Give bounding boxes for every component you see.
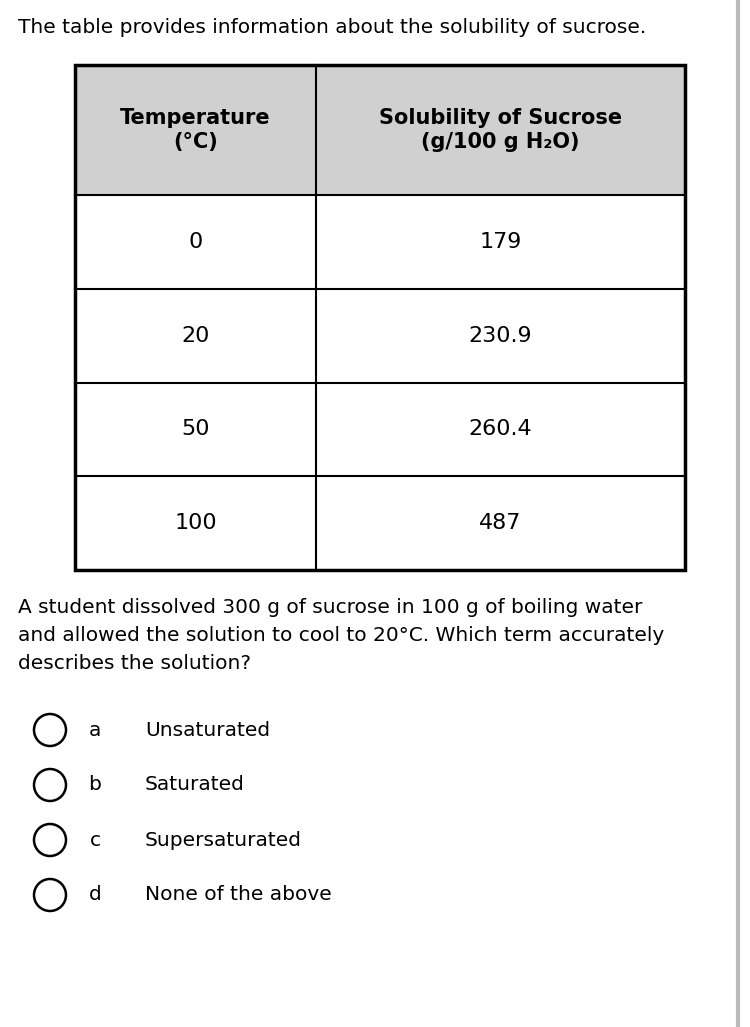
Text: c: c [89,831,101,849]
Text: 260.4: 260.4 [469,419,532,440]
Text: 179: 179 [479,232,522,252]
Text: 0: 0 [188,232,202,252]
Text: Unsaturated: Unsaturated [145,721,270,739]
Text: Saturated: Saturated [145,775,244,795]
Text: Temperature
(°C): Temperature (°C) [120,109,271,152]
Text: d: d [88,885,101,905]
Text: Supersaturated: Supersaturated [145,831,302,849]
Text: 100: 100 [174,514,217,533]
Text: Solubility of Sucrose
(g/100 g H₂O): Solubility of Sucrose (g/100 g H₂O) [379,109,622,152]
Text: A student dissolved 300 g of sucrose in 100 g of boiling water
and allowed the s: A student dissolved 300 g of sucrose in … [18,598,664,673]
Text: 20: 20 [182,326,210,346]
Text: 487: 487 [479,514,522,533]
Text: b: b [88,775,101,795]
Text: a: a [88,721,101,739]
Text: 50: 50 [182,419,210,440]
Text: None of the above: None of the above [145,885,332,905]
Text: The table provides information about the solubility of sucrose.: The table provides information about the… [18,18,646,37]
Text: 230.9: 230.9 [469,326,532,346]
